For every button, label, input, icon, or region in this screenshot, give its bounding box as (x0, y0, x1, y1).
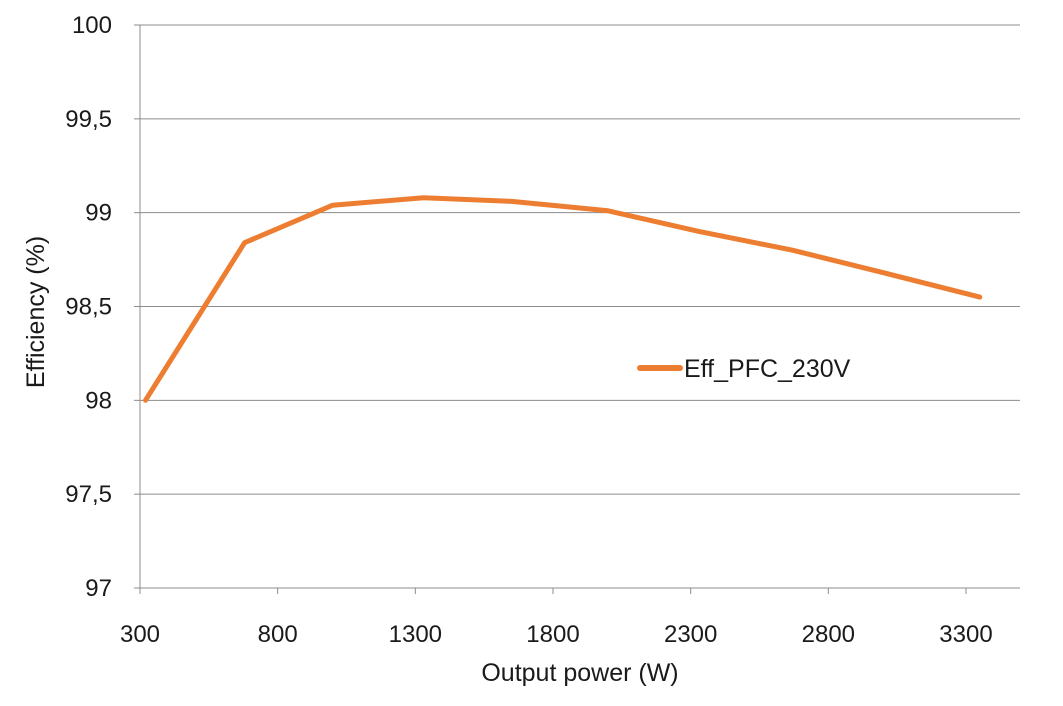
legend: Eff_PFC_230V (637, 355, 851, 383)
x-tick-label: 2300 (664, 621, 717, 648)
x-tick-labels: 300 800 1300 1800 2300 2800 3300 (120, 621, 993, 648)
x-tick-label: 1800 (526, 621, 579, 648)
y-tick-labels: 97 97,5 98 98,5 99 99,5 100 (65, 12, 112, 602)
x-tick-label: 2800 (802, 621, 855, 648)
gridlines (140, 24, 1020, 495)
y-tick-label: 99,5 (65, 106, 112, 133)
y-tick-label: 99 (85, 200, 112, 227)
x-tick-label: 1300 (389, 621, 442, 648)
y-axis-title: Efficiency (%) (22, 236, 50, 388)
x-tick-label: 800 (258, 621, 298, 648)
y-tick-label: 97,5 (65, 481, 112, 508)
y-tick-label: 98,5 (65, 294, 112, 321)
x-axis-title: Output power (W) (481, 659, 678, 687)
y-tick-label: 98 (85, 387, 112, 414)
legend-label-eff-pfc-230v: Eff_PFC_230V (684, 355, 851, 383)
axes (134, 24, 1020, 594)
series-line-eff-pfc-230v (143, 195, 983, 403)
y-tick-label: 100 (72, 12, 112, 39)
y-tick-label: 97 (85, 575, 112, 602)
series-lines (143, 195, 983, 403)
x-tick-label: 3300 (939, 621, 992, 648)
x-tick-label: 300 (120, 621, 160, 648)
